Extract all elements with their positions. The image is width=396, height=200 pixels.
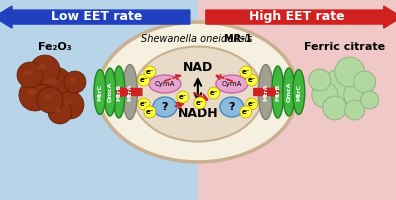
Circle shape <box>138 74 150 86</box>
Text: MR-1: MR-1 <box>143 34 252 44</box>
Circle shape <box>323 96 347 120</box>
Text: Fe₂O₃: Fe₂O₃ <box>38 42 72 52</box>
Ellipse shape <box>46 78 57 85</box>
Circle shape <box>37 67 73 103</box>
Ellipse shape <box>113 66 125 118</box>
Ellipse shape <box>216 75 248 93</box>
Circle shape <box>246 98 258 110</box>
Circle shape <box>324 69 356 101</box>
Circle shape <box>177 91 189 103</box>
Ellipse shape <box>153 97 177 117</box>
Text: NAD: NAD <box>183 61 213 74</box>
Circle shape <box>56 91 84 119</box>
Text: e⁻: e⁻ <box>146 109 154 115</box>
Text: e⁻: e⁻ <box>146 69 154 75</box>
Ellipse shape <box>293 70 305 114</box>
Circle shape <box>312 82 338 108</box>
Circle shape <box>19 79 51 111</box>
Text: MtrB: MtrB <box>116 83 122 101</box>
Text: Ferric citrate: Ferric citrate <box>304 42 385 52</box>
Circle shape <box>361 91 379 109</box>
Circle shape <box>354 71 376 93</box>
Ellipse shape <box>23 70 31 75</box>
Text: High EET rate: High EET rate <box>249 10 345 23</box>
Text: MtrA: MtrA <box>128 83 132 101</box>
Text: e⁻: e⁻ <box>140 101 148 107</box>
FancyArrow shape <box>116 87 142 97</box>
Text: OmcA: OmcA <box>107 82 112 102</box>
Circle shape <box>30 55 60 85</box>
Text: CymA: CymA <box>155 81 175 87</box>
Ellipse shape <box>283 68 295 116</box>
Circle shape <box>345 100 365 120</box>
Circle shape <box>144 66 156 78</box>
Ellipse shape <box>122 65 137 119</box>
Text: e⁻: e⁻ <box>242 109 250 115</box>
Ellipse shape <box>69 78 76 82</box>
Ellipse shape <box>133 47 263 141</box>
Text: MtrA: MtrA <box>263 83 268 101</box>
Circle shape <box>335 57 365 87</box>
Ellipse shape <box>63 99 71 105</box>
Text: e⁻: e⁻ <box>242 69 250 75</box>
Text: Low EET rate: Low EET rate <box>51 10 143 23</box>
Circle shape <box>64 71 86 93</box>
Text: e⁻: e⁻ <box>196 100 204 106</box>
Text: e⁻: e⁻ <box>209 90 218 96</box>
Ellipse shape <box>104 68 116 116</box>
FancyArrow shape <box>206 6 396 28</box>
Circle shape <box>240 66 252 78</box>
Text: e⁻: e⁻ <box>140 77 148 83</box>
Circle shape <box>17 62 43 88</box>
Text: MtrB: MtrB <box>275 83 280 101</box>
Ellipse shape <box>258 65 273 119</box>
Ellipse shape <box>220 97 244 117</box>
Text: CymA: CymA <box>222 81 242 87</box>
Text: Shewanella oneidensis: Shewanella oneidensis <box>141 34 255 44</box>
Text: e⁻: e⁻ <box>248 101 256 107</box>
Circle shape <box>48 100 72 124</box>
Text: ?: ? <box>228 102 235 112</box>
Ellipse shape <box>54 107 61 112</box>
Bar <box>198 0 396 200</box>
Circle shape <box>309 69 331 91</box>
Ellipse shape <box>38 64 46 70</box>
FancyArrow shape <box>254 87 280 97</box>
Circle shape <box>144 106 156 118</box>
Ellipse shape <box>94 70 106 114</box>
Circle shape <box>240 106 252 118</box>
Ellipse shape <box>44 95 51 100</box>
Ellipse shape <box>98 22 298 162</box>
Circle shape <box>344 81 372 109</box>
Circle shape <box>208 87 220 99</box>
Text: MtrC: MtrC <box>296 84 301 101</box>
Ellipse shape <box>27 89 36 95</box>
Text: ?: ? <box>162 102 168 112</box>
Circle shape <box>37 87 63 113</box>
Circle shape <box>194 97 206 109</box>
Circle shape <box>138 98 150 110</box>
Text: MtrC: MtrC <box>97 84 103 101</box>
Text: e⁻: e⁻ <box>179 94 187 100</box>
Circle shape <box>246 74 258 86</box>
Bar <box>0 0 198 200</box>
Text: e⁻: e⁻ <box>248 77 256 83</box>
FancyArrow shape <box>0 6 190 28</box>
Text: OmcA: OmcA <box>286 82 291 102</box>
Ellipse shape <box>149 75 181 93</box>
Ellipse shape <box>272 66 284 118</box>
Text: NADH: NADH <box>177 107 218 120</box>
